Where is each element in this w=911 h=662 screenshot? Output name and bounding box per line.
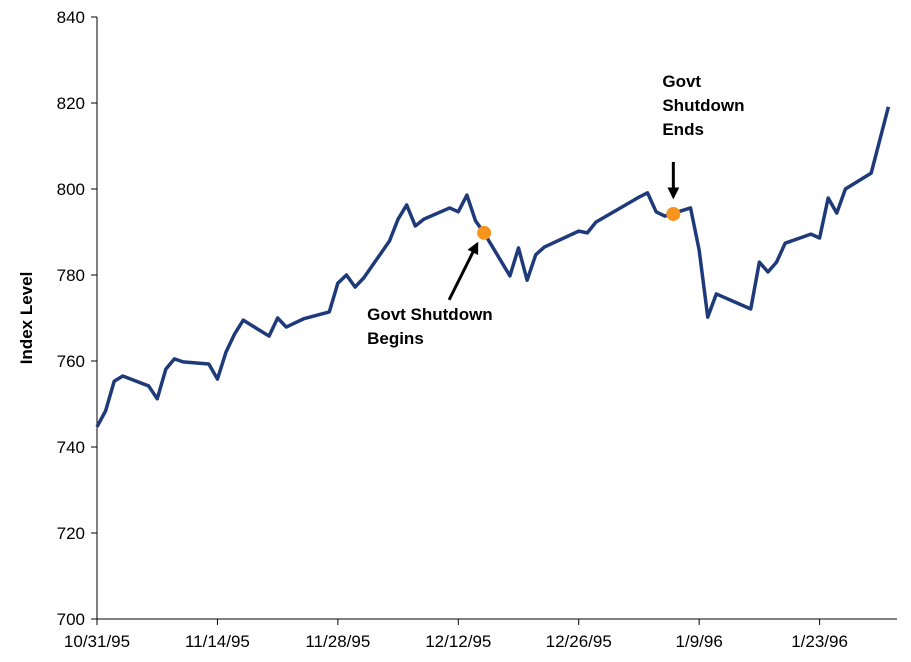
y-tick-label: 700 [57,610,85,629]
y-tick-label: 840 [57,8,85,27]
data-line [95,106,891,428]
event-marker [477,225,492,240]
x-tick-label: 12/12/95 [425,632,491,651]
annotation-text: Ends [662,120,704,139]
event-marker [666,206,681,221]
y-tick-label: 740 [57,438,85,457]
x-tick-label: 11/14/95 [185,632,250,651]
y-tick-label: 800 [57,180,85,199]
x-tick-label: 11/28/95 [305,632,370,651]
annotation-text: Shutdown [662,96,744,115]
annotation-text: Govt [662,72,701,91]
y-tick-label: 820 [57,94,85,113]
annotation-arrow [447,241,479,301]
annotation-text: Govt Shutdown [367,305,493,324]
x-tick-label: 1/9/96 [676,632,723,651]
y-tick-label: 720 [57,524,85,543]
annotation-text: Begins [367,329,424,348]
y-axis-label: Index Level [17,272,36,365]
x-tick-label: 1/23/96 [791,632,848,651]
y-tick-label: 780 [57,266,85,285]
x-tick-label: 10/31/95 [64,632,130,651]
y-tick-label: 760 [57,352,85,371]
x-tick-label: 12/26/95 [546,632,612,651]
